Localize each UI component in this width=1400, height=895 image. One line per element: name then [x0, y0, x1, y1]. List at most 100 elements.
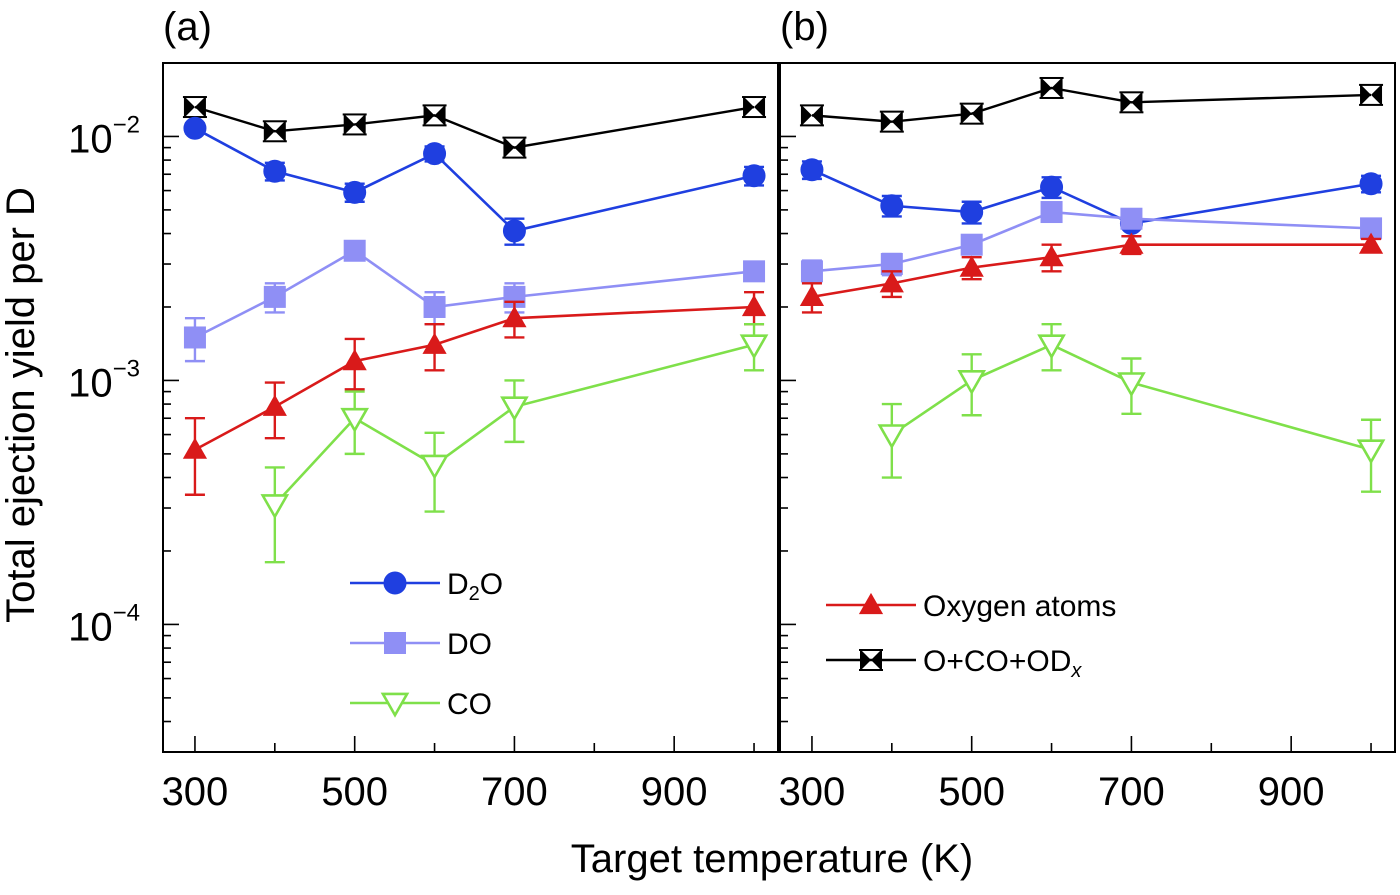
- data-point-O: [959, 255, 984, 277]
- data-point-total-top: [799, 104, 824, 107]
- data-point-total-top: [1039, 76, 1064, 79]
- data-point-D2O: [343, 180, 367, 204]
- series-line-D2O: [811, 168, 1372, 225]
- x-tick-label: 900: [1258, 770, 1325, 814]
- data-point-total-bottom: [262, 140, 287, 143]
- data-point-total-bottom: [742, 116, 767, 119]
- data-point-O: [879, 271, 904, 293]
- data-point-total-right: [1131, 91, 1143, 114]
- data-point-O: [741, 294, 767, 317]
- data-point-total-top: [182, 96, 207, 99]
- data-point-total-top: [742, 96, 767, 99]
- x-tick-label: 500: [321, 770, 388, 814]
- data-point-total-right: [434, 104, 446, 127]
- data-point-total-bottom: [502, 156, 527, 159]
- data-point-total-right: [274, 120, 286, 143]
- data-point-total-right: [891, 110, 903, 133]
- data-point-DO: [743, 260, 766, 283]
- data-point-CO: [1037, 334, 1066, 360]
- y-tick-label: 10−4: [68, 599, 140, 649]
- data-point-total-bottom: [1359, 103, 1384, 106]
- data-point-total: [1360, 83, 1372, 106]
- data-point-total-right: [514, 136, 526, 159]
- series-line-D2O: [194, 127, 755, 233]
- data-point-total-right: [971, 102, 983, 125]
- data-point-total-bottom: [422, 124, 447, 127]
- legend-item-DO: DO: [350, 628, 492, 661]
- data-point-D2O: [263, 159, 287, 183]
- legend-marker: [858, 592, 884, 615]
- series-line-total: [194, 105, 755, 149]
- data-point-total: [1120, 91, 1132, 114]
- data-point-DO: [263, 285, 286, 308]
- panel-a: (a) 300 500 700 900 D2O DO CO: [162, 5, 779, 814]
- data-point-D2O: [1040, 175, 1064, 199]
- legend-marker: [384, 632, 406, 654]
- y-tick-label: 10−2: [68, 111, 140, 161]
- data-point-O: [1119, 232, 1144, 254]
- data-point-total-right: [1371, 83, 1383, 106]
- data-point-total: [183, 96, 195, 119]
- data-point-O: [799, 284, 825, 306]
- legend-label: CO: [447, 688, 492, 721]
- data-point-total-top: [422, 104, 447, 107]
- data-point-total: [503, 136, 515, 159]
- plot-frame: [162, 62, 779, 753]
- data-point-O: [262, 394, 287, 416]
- x-tick-label: 900: [641, 770, 708, 814]
- data-point-total: [423, 104, 435, 127]
- data-point-total-bottom: [1039, 96, 1064, 99]
- data-point-D2O: [502, 219, 526, 243]
- panel-label: (a): [163, 5, 212, 49]
- data-point-CO: [500, 396, 529, 422]
- series-line-DO: [811, 210, 1372, 273]
- data-point-DO: [1360, 217, 1383, 240]
- panel-b: (b) 300 500 700 900 Oxygen atoms O+CO+ODx: [779, 5, 1396, 814]
- data-point-D2O: [800, 158, 824, 182]
- y-tick-label: 10−3: [68, 355, 140, 405]
- legend-marker-top: [859, 649, 883, 651]
- data-point-total-top: [1119, 91, 1144, 94]
- data-point-total-bottom: [959, 122, 984, 125]
- legend-marker-bottom: [859, 669, 883, 671]
- data-point-total-bottom: [799, 124, 824, 127]
- data-point-O: [502, 306, 527, 328]
- legend-item-O: Oxygen atoms: [826, 590, 1116, 623]
- data-point-total-right: [194, 96, 206, 119]
- y-axis-title: Total ejection yield per D: [0, 187, 43, 623]
- data-point-total-top: [502, 136, 527, 139]
- data-point-total-top: [1359, 83, 1384, 86]
- data-point-CO: [1117, 372, 1146, 398]
- data-point-total-top: [262, 120, 287, 123]
- legend-label: D2O: [447, 568, 503, 605]
- data-point-CO: [420, 454, 449, 480]
- data-point-total-right: [754, 96, 766, 119]
- data-point-CO: [260, 494, 290, 520]
- data-point-CO: [1356, 439, 1386, 465]
- data-point-DO: [1040, 201, 1063, 224]
- data-point-DO: [343, 239, 366, 262]
- data-point-O: [342, 349, 367, 371]
- data-point-O: [1358, 232, 1384, 254]
- legend-marker: [380, 692, 410, 718]
- data-point-total: [960, 102, 972, 125]
- data-point-DO: [960, 233, 983, 256]
- series-line-O: [194, 305, 755, 451]
- series-line-total: [811, 86, 1372, 123]
- data-point-CO: [340, 407, 370, 433]
- plot-frame: [779, 62, 1396, 753]
- x-tick-label: 300: [162, 770, 229, 814]
- x-tick-label: 700: [1098, 770, 1165, 814]
- data-point-total-bottom: [1119, 111, 1144, 114]
- data-point-DO: [423, 295, 446, 318]
- data-point-CO: [739, 334, 769, 360]
- data-point-total-bottom: [342, 133, 367, 136]
- x-tick-label: 300: [779, 770, 846, 814]
- legend-item-CO: CO: [350, 688, 492, 721]
- legend-item-total: O+CO+ODx: [826, 645, 1082, 682]
- data-point-D2O: [880, 194, 904, 218]
- data-point-total-right: [354, 113, 366, 136]
- series-line-O: [811, 243, 1372, 299]
- data-point-DO: [183, 326, 206, 349]
- legend-marker: [383, 571, 407, 595]
